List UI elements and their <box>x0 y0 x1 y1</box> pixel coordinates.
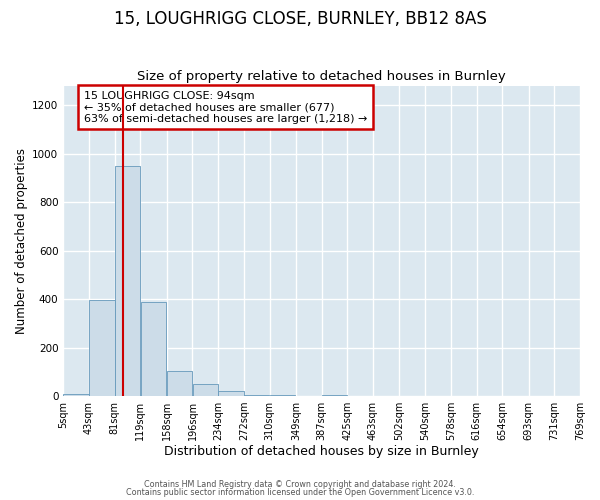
Bar <box>167 370 192 396</box>
Y-axis label: Number of detached properties: Number of detached properties <box>15 148 28 334</box>
Text: Contains public sector information licensed under the Open Government Licence v3: Contains public sector information licen… <box>126 488 474 497</box>
Text: 15 LOUGHRIGG CLOSE: 94sqm
← 35% of detached houses are smaller (677)
63% of semi: 15 LOUGHRIGG CLOSE: 94sqm ← 35% of detac… <box>84 90 367 124</box>
Bar <box>64 394 89 396</box>
Text: Contains HM Land Registry data © Crown copyright and database right 2024.: Contains HM Land Registry data © Crown c… <box>144 480 456 489</box>
Bar <box>140 302 166 396</box>
Title: Size of property relative to detached houses in Burnley: Size of property relative to detached ho… <box>137 70 506 84</box>
Bar <box>193 384 218 396</box>
Text: 15, LOUGHRIGG CLOSE, BURNLEY, BB12 8AS: 15, LOUGHRIGG CLOSE, BURNLEY, BB12 8AS <box>113 10 487 28</box>
Bar <box>115 166 140 396</box>
Bar <box>218 390 244 396</box>
X-axis label: Distribution of detached houses by size in Burnley: Distribution of detached houses by size … <box>164 444 479 458</box>
Bar <box>89 300 115 396</box>
Bar <box>244 395 269 396</box>
Bar <box>322 395 347 396</box>
Bar <box>270 395 295 396</box>
